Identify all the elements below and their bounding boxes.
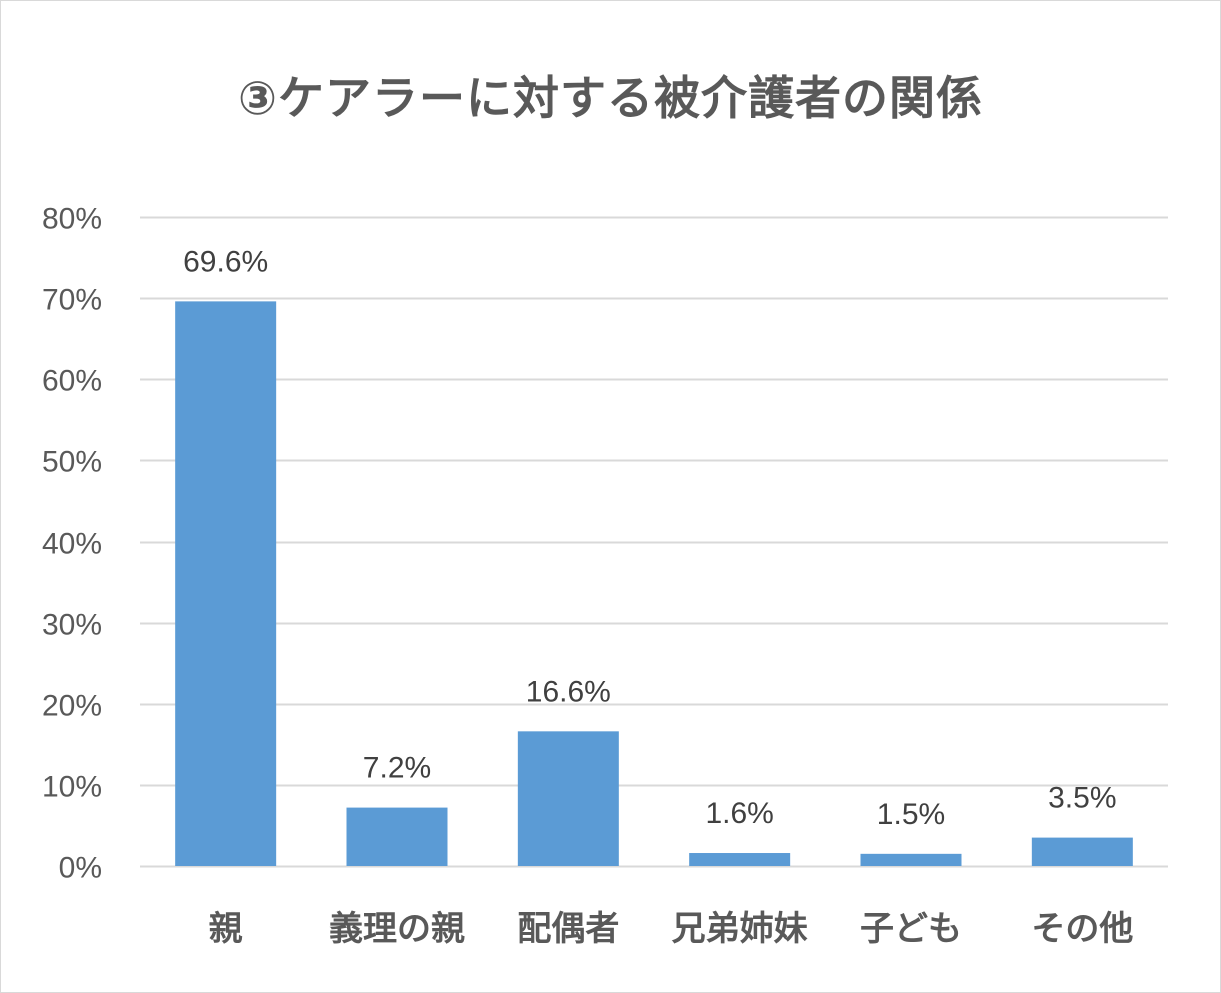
data-labels: 69.6% 7.2% 16.6% 1.6% 1.5% 3.5%: [183, 245, 1116, 830]
bar: [346, 807, 448, 866]
bar: [689, 853, 791, 866]
x-category-label: 配偶者: [517, 909, 619, 949]
y-tick-label: 20%: [42, 690, 102, 723]
y-tick-label: 0%: [59, 852, 102, 885]
x-axis-category-labels: 親 義理の親 配偶者 兄弟姉妹 子ども その他: [209, 909, 1134, 949]
y-tick-label: 80%: [42, 203, 102, 236]
bar: [860, 853, 962, 866]
bars: [175, 301, 1133, 866]
data-label: 3.5%: [1048, 782, 1116, 815]
x-category-label: 義理の親: [329, 909, 465, 949]
x-category-label: その他: [1031, 909, 1133, 949]
y-tick-label: 50%: [42, 446, 102, 479]
y-tick-label: 30%: [42, 609, 102, 642]
bar: [175, 301, 277, 866]
data-label: 1.5%: [877, 798, 945, 831]
data-label: 16.6%: [526, 675, 611, 708]
data-label: 7.2%: [363, 752, 431, 785]
x-category-label: 子ども: [860, 909, 962, 949]
y-tick-label: 60%: [42, 365, 102, 398]
y-axis-tick-labels: 0% 10% 20% 30% 40% 50% 60% 70% 80%: [42, 203, 102, 885]
data-label: 1.6%: [705, 797, 773, 830]
chart-title: ③ケアラーに対する被介護者の関係: [238, 71, 983, 125]
x-category-label: 親: [209, 909, 243, 949]
bar: [1031, 837, 1133, 866]
x-category-label: 兄弟姉妹: [672, 909, 808, 949]
y-tick-label: 40%: [42, 528, 102, 561]
data-label: 69.6%: [183, 245, 268, 278]
bar: [517, 731, 619, 866]
y-tick-label: 10%: [42, 771, 102, 804]
gridlines: [140, 216, 1168, 868]
y-tick-label: 70%: [42, 284, 102, 317]
